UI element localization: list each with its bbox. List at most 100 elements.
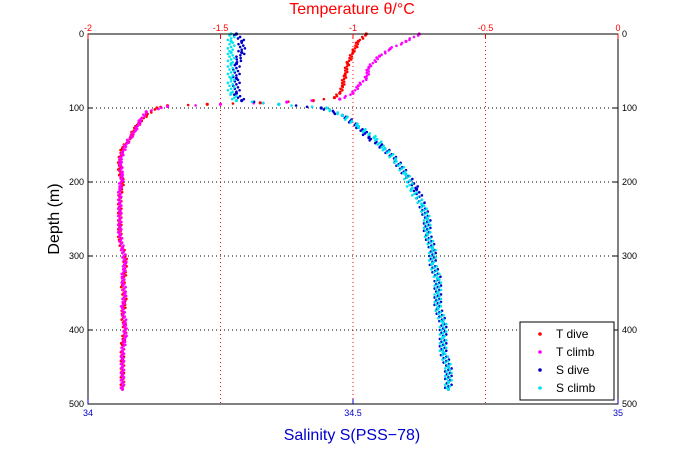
legend-label: S dive [556,363,590,377]
data-point [232,85,236,89]
data-point [367,72,371,76]
data-point [359,129,362,132]
data-point [118,185,121,188]
data-point [342,74,346,78]
data-point [436,291,440,295]
data-point [239,56,242,60]
data-point [226,81,230,85]
data-point [122,330,125,333]
bottom-axis-label: Salinity S(PSS−78) [284,427,421,444]
data-point [122,316,125,320]
data-point [123,296,126,299]
data-point [374,60,378,64]
data-point [377,54,382,58]
data-point [445,370,449,373]
temperature-tick-label: -0.5 [478,23,494,33]
data-point [341,88,344,92]
data-point [122,183,125,187]
data-point [120,158,123,161]
data-point [118,156,121,160]
data-point [387,150,391,153]
data-point [235,66,238,70]
data-point [277,102,281,106]
data-point [121,268,125,271]
data-point [444,339,448,342]
data-point [416,201,419,205]
data-point [361,127,364,131]
data-point [445,377,449,381]
data-point [332,96,337,100]
data-point [353,47,357,50]
data-point [349,121,353,124]
temperature-tick-label: 0 [615,23,620,33]
data-point [444,346,448,350]
depth-tick-label-right: 0 [622,29,627,39]
data-point [117,226,121,230]
data-point [428,214,431,218]
temperature-tick-label: -1.5 [213,23,229,33]
data-point [429,231,432,234]
data-point [411,182,414,185]
data-point [430,247,435,251]
data-point [438,302,441,305]
data-point [434,256,437,259]
data-point [403,177,406,181]
data-point [343,118,347,121]
data-point [417,191,421,194]
data-point [416,34,420,37]
data-point [364,78,368,82]
data-point [305,105,309,109]
data-point [393,161,396,165]
data-point [425,225,429,228]
data-point [425,217,429,221]
data-point [396,164,400,168]
data-point [120,318,123,321]
data-point [441,353,444,357]
data-point [405,180,409,184]
data-point [438,333,442,336]
data-point [351,48,355,52]
data-point [347,59,351,63]
data-point [441,358,444,361]
data-point [367,70,371,73]
data-point [232,78,236,82]
data-point [121,303,125,307]
data-point [119,180,123,184]
data-point [116,191,120,194]
data-point [449,362,452,366]
data-point [117,194,121,197]
data-point [345,65,349,68]
data-point [153,108,157,111]
data-point [424,229,427,233]
data-point [186,103,190,107]
data-point [405,185,409,188]
data-point [438,294,441,298]
data-point [121,342,125,345]
data-point [439,310,443,314]
salinity-tick-label: 35 [613,408,623,418]
data-point [398,162,402,166]
data-point [121,297,124,301]
data-point [422,219,426,222]
data-point [123,266,127,270]
data-point [131,135,134,139]
data-point [125,142,128,146]
data-point [121,176,125,179]
grid-lines [88,34,618,404]
data-point [285,100,289,104]
legend-box [519,321,615,401]
data-point [124,269,127,273]
data-point [365,71,369,75]
data-point [150,111,153,114]
data-point [361,80,365,83]
data-point [232,93,236,96]
data-point [448,368,452,372]
data-point [434,296,438,299]
data-point [239,53,242,57]
data-point [440,344,443,348]
data-point [128,137,132,140]
data-point [122,270,125,274]
temperature-tick-label: -1 [349,23,357,33]
data-points [116,32,453,391]
data-point [341,85,344,89]
